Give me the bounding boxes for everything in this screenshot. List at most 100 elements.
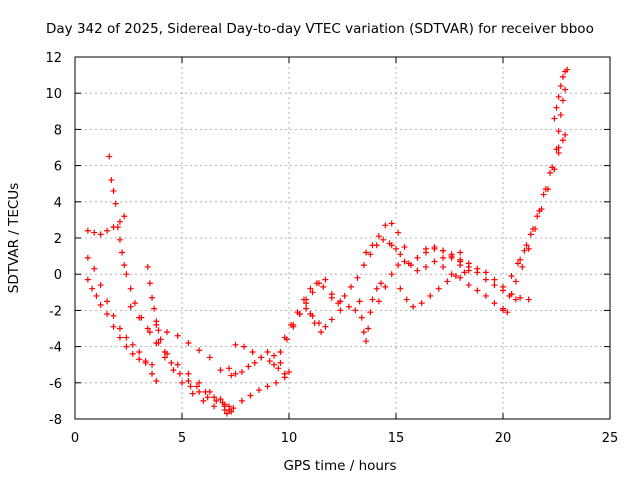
point-arc-3-1 xyxy=(91,229,98,236)
point-arc-6-12 xyxy=(202,388,209,395)
point-arc-2-8 xyxy=(136,349,143,356)
point-arc-28-3 xyxy=(557,82,564,89)
point-arc-10-9 xyxy=(286,368,292,375)
point-arc-4-3 xyxy=(112,200,119,207)
point-arc-9-4 xyxy=(256,387,263,394)
x-axis-label: GPS time / hours xyxy=(283,458,396,474)
point-arc-24-0 xyxy=(457,256,464,263)
point-arc-26-6 xyxy=(547,169,554,176)
y-tick-labels: -8 -6 -4 -2 0 2 4 6 8 10 12 xyxy=(45,51,62,428)
x-tick-label-25: 25 xyxy=(602,431,619,446)
point-arc-5-9 xyxy=(211,403,218,410)
point-arc-11-6 xyxy=(281,370,288,377)
point-arc-17-5 xyxy=(367,309,374,316)
y-tick-label--2: -2 xyxy=(49,304,62,319)
point-arc-17-8 xyxy=(378,280,385,287)
point-arc-29-1 xyxy=(557,111,564,118)
point-arc-2-5 xyxy=(116,325,123,332)
point-arc-14-1 xyxy=(296,311,303,318)
point-arc-7-5 xyxy=(206,354,213,361)
series-arc-29 xyxy=(555,86,569,135)
point-arc-9-2 xyxy=(238,397,245,404)
point-arc-26-4 xyxy=(534,213,541,220)
point-arc-13-0 xyxy=(281,334,288,341)
point-arc-3-6 xyxy=(121,213,128,220)
point-arc-23-2 xyxy=(457,274,464,281)
series-arc-24 xyxy=(457,256,519,303)
y-tick-label-6: 6 xyxy=(54,160,62,175)
point-arc-10-1 xyxy=(232,370,239,377)
point-arc-10-3 xyxy=(245,363,252,370)
y-tick-label-12: 12 xyxy=(45,51,62,66)
point-arc-6-8 xyxy=(168,359,175,366)
point-arc-6-2 xyxy=(149,294,156,301)
point-arc-22-11 xyxy=(517,294,524,301)
y-tick-label-10: 10 xyxy=(45,87,62,102)
point-arc-23-4 xyxy=(474,287,481,294)
point-arc-6-0 xyxy=(144,263,151,270)
point-arc-12-1 xyxy=(277,349,284,356)
point-arc-7-0 xyxy=(153,321,160,328)
point-arc-15-3 xyxy=(318,329,325,336)
y-tick-label-2: 2 xyxy=(54,232,62,247)
point-arc-6-13 xyxy=(211,394,218,401)
point-arc-10-6 xyxy=(264,349,271,356)
point-arc-2-6 xyxy=(123,334,130,341)
point-arc-7-7 xyxy=(228,372,235,379)
point-arc-17-7 xyxy=(373,285,380,292)
point-arc-24-5 xyxy=(500,283,506,290)
point-arc-22-1 xyxy=(431,244,438,251)
point-arc-28-1 xyxy=(553,104,560,111)
point-arc-5-4 xyxy=(161,354,168,361)
point-arc-29-2 xyxy=(559,97,566,104)
data-points xyxy=(84,66,571,417)
point-arc-5-3 xyxy=(153,339,160,346)
point-arc-26-0 xyxy=(508,273,515,280)
y-tick-label--4: -4 xyxy=(49,341,62,356)
x-tick-labels: 0 5 10 15 20 25 xyxy=(71,431,618,446)
point-arc-11-5 xyxy=(275,365,282,372)
series-arc-8 xyxy=(187,383,233,413)
point-arc-2-11 xyxy=(153,377,160,384)
point-arc-24-1 xyxy=(465,260,472,267)
point-arc-18-1 xyxy=(369,242,376,249)
point-arc-20-3 xyxy=(414,254,421,261)
point-arc-20-1 xyxy=(397,251,404,258)
point-arc-21-1 xyxy=(403,296,410,303)
point-arc-1-11 xyxy=(149,361,156,368)
point-arc-4-15 xyxy=(174,361,181,368)
point-arc-25-9 xyxy=(555,149,562,156)
point-arc-4-6 xyxy=(119,249,126,256)
point-arc-9-5 xyxy=(264,383,271,390)
point-arc-4-0 xyxy=(106,153,113,160)
point-arc-13-10 xyxy=(352,307,359,314)
y-tick-label-8: 8 xyxy=(54,123,62,138)
point-arc-5-7 xyxy=(189,390,196,397)
point-arc-9-3 xyxy=(247,392,254,399)
point-arc-15-2 xyxy=(311,320,318,327)
point-arc-5-5 xyxy=(170,367,177,374)
point-arc-19-7 xyxy=(422,263,429,270)
point-arc-2-0 xyxy=(84,254,91,261)
point-arc-8-5 xyxy=(226,406,233,413)
point-arc-18-5 xyxy=(395,229,402,236)
series-arc-16 xyxy=(328,236,399,307)
point-arc-23-1 xyxy=(448,271,455,278)
x-tick-label-15: 15 xyxy=(388,431,405,446)
point-arc-6-10 xyxy=(185,377,192,384)
point-arc-21-8 xyxy=(461,269,468,276)
point-arc-3-0 xyxy=(84,227,91,234)
point-arc-18-2 xyxy=(375,233,382,240)
point-arc-19-2 xyxy=(388,271,395,278)
point-arc-21-4 xyxy=(427,292,434,299)
point-arc-12-6 xyxy=(309,289,316,296)
point-arc-17-0 xyxy=(356,298,363,305)
point-arc-11-0 xyxy=(232,341,239,348)
point-arc-19-8 xyxy=(431,258,438,265)
point-arc-24-2 xyxy=(474,265,481,272)
point-arc-18-6 xyxy=(401,244,408,251)
point-arc-5-0 xyxy=(127,303,134,310)
y-tick-label-4: 4 xyxy=(54,196,62,211)
point-arc-4-16 xyxy=(185,370,192,377)
series-arc-18 xyxy=(363,220,408,256)
